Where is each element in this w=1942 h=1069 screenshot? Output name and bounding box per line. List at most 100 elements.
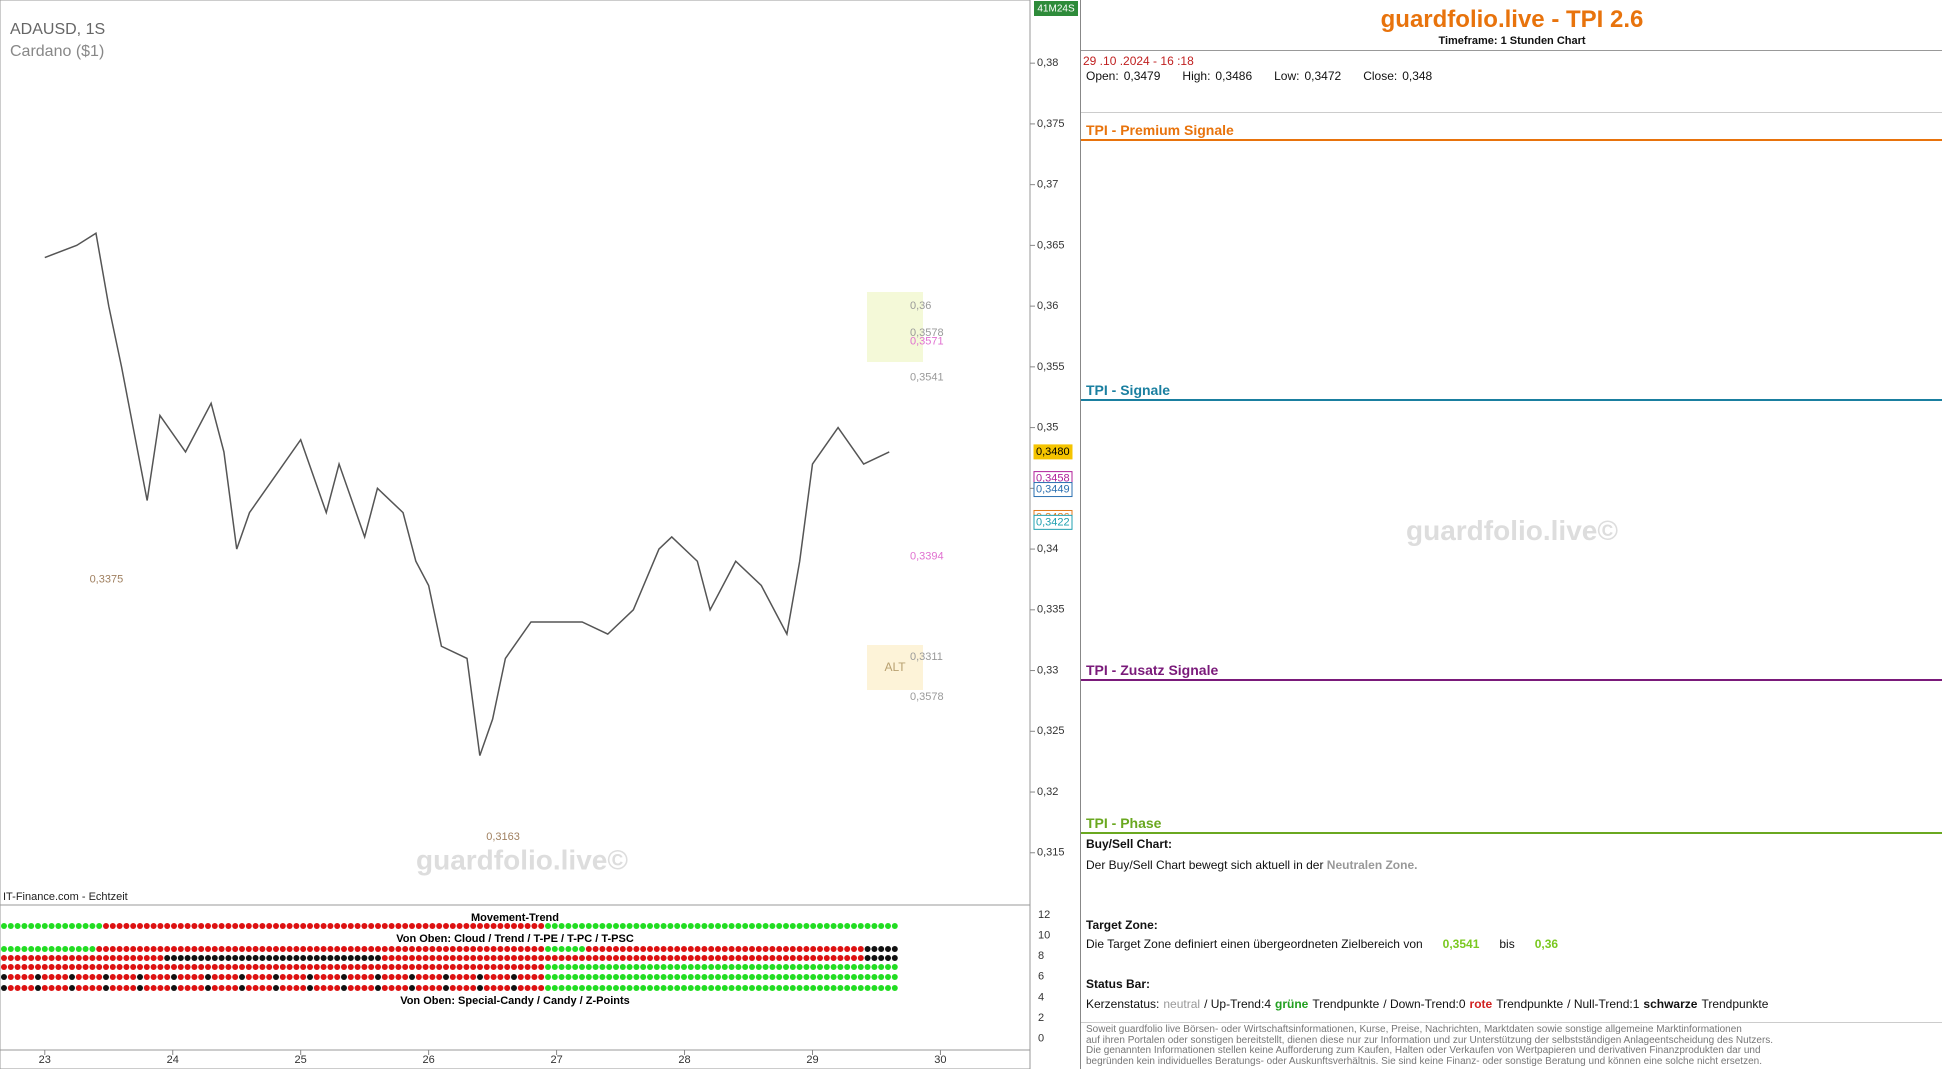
state-dot: [300, 955, 307, 961]
state-dot: [422, 946, 429, 952]
state-dot: [878, 985, 885, 991]
state-dot: [361, 923, 368, 929]
disclaimer-line: Die genannten Informationen stellen kein…: [1086, 1045, 1761, 1056]
state-dot: [402, 964, 409, 970]
state-dot: [307, 923, 313, 929]
status-part: Trendpunkte: [1701, 997, 1769, 1011]
state-dot: [640, 964, 647, 970]
state-dot: [7, 946, 14, 952]
state-dot: [327, 964, 334, 970]
state-dot: [687, 985, 694, 991]
state-dot: [82, 946, 89, 952]
state-dot: [184, 955, 191, 961]
state-dot: [769, 964, 776, 970]
state-dot: [742, 985, 749, 991]
indicator-tick-label: 6: [1038, 971, 1044, 983]
state-dot: [545, 955, 551, 961]
state-dot: [320, 985, 327, 991]
state-dot: [742, 974, 749, 980]
state-dot: [463, 955, 470, 961]
state-dot: [749, 964, 755, 970]
state-dot: [286, 923, 293, 929]
indicator-subtitle: Von Oben: Special-Candy / Candy / Z-Poin…: [400, 995, 630, 1007]
state-dot: [497, 985, 504, 991]
state-dot: [75, 964, 82, 970]
state-dot: [728, 955, 735, 961]
state-dot: [55, 955, 62, 961]
state-dot: [14, 955, 21, 961]
state-dot: [381, 955, 388, 961]
state-dot: [783, 923, 789, 929]
state-dot: [252, 985, 259, 991]
state-dot: [490, 964, 497, 970]
buysell-zone: Neutralen Zone.: [1326, 858, 1418, 872]
state-dot: [218, 946, 225, 952]
state-dot: [511, 985, 517, 991]
state-dot: [82, 955, 89, 961]
state-dot: [538, 985, 545, 991]
state-dot: [830, 974, 837, 980]
state-dot: [368, 985, 375, 991]
state-dot: [409, 946, 415, 952]
state-dot: [422, 923, 429, 929]
state-dot: [837, 964, 844, 970]
state-dot: [443, 923, 449, 929]
state-dot: [75, 985, 82, 991]
state-dot: [701, 946, 708, 952]
state-dot: [1, 946, 7, 952]
state-dot: [504, 964, 511, 970]
state-dot: [538, 964, 545, 970]
state-dot: [347, 955, 354, 961]
state-dot: [477, 974, 483, 980]
state-dot: [694, 955, 701, 961]
state-dot: [647, 923, 653, 929]
state-dot: [674, 955, 681, 961]
state-dot: [354, 955, 361, 961]
state-dot: [517, 964, 524, 970]
state-dot: [878, 974, 885, 980]
state-dot: [449, 946, 456, 952]
state-dot: [796, 946, 803, 952]
state-dot: [524, 955, 531, 961]
state-dot: [851, 985, 857, 991]
state-dot: [293, 946, 300, 952]
state-dot: [585, 955, 592, 961]
state-dot: [456, 955, 463, 961]
state-dot: [279, 985, 286, 991]
state-dot: [239, 923, 245, 929]
state-dot: [69, 946, 75, 952]
state-dot: [334, 964, 341, 970]
state-dot: [810, 923, 817, 929]
x-tick-label: 24: [167, 1054, 179, 1066]
state-dot: [844, 946, 851, 952]
state-dot: [327, 946, 334, 952]
state-dot: [721, 955, 728, 961]
state-dot: [640, 923, 647, 929]
state-dot: [7, 955, 14, 961]
state-dot: [830, 964, 837, 970]
state-dot: [164, 985, 171, 991]
state-dot: [667, 985, 674, 991]
state-dot: [769, 985, 776, 991]
state-dot: [347, 964, 354, 970]
state-dot: [130, 964, 137, 970]
state-dot: [878, 923, 885, 929]
panel-title: guardfolio.live - TPI 2.6: [1380, 6, 1644, 33]
state-dot: [728, 923, 735, 929]
chart: ADAUSD, 1S Cardano ($1) IT-Finance.com -…: [0, 0, 1078, 1069]
state-dot: [266, 964, 273, 970]
status-part: / Null-Trend:1: [1567, 997, 1640, 1011]
state-dot: [735, 985, 742, 991]
state-dot: [558, 923, 565, 929]
state-dot: [715, 955, 721, 961]
state-dot: [422, 955, 429, 961]
state-dot: [721, 923, 728, 929]
state-dot: [681, 946, 687, 952]
state-dot: [252, 955, 259, 961]
state-dot: [143, 985, 150, 991]
state-dot: [742, 964, 749, 970]
x-tick-label: 23: [39, 1054, 51, 1066]
state-dot: [606, 974, 613, 980]
chart-title: ADAUSD, 1S: [10, 21, 105, 38]
state-dot: [320, 955, 327, 961]
